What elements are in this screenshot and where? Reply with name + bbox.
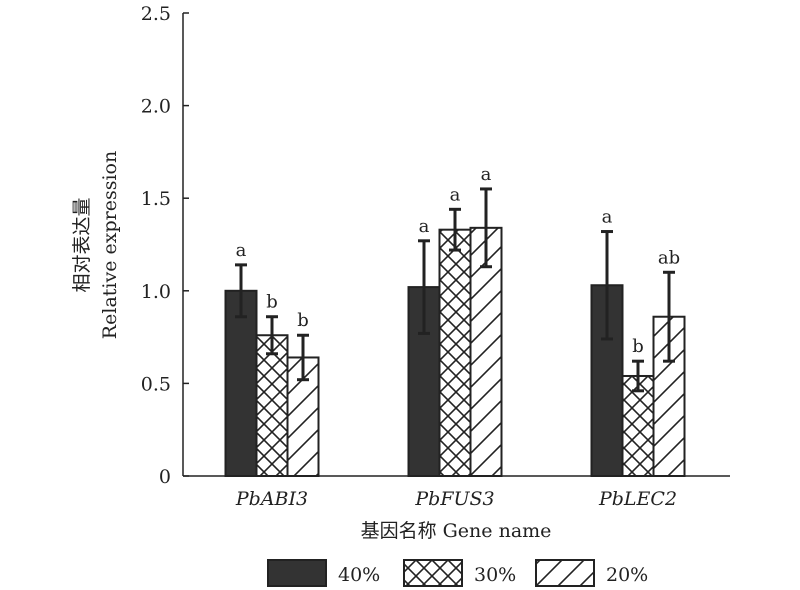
significance-letter: b — [266, 292, 278, 313]
y-tick-label: 0 — [159, 466, 171, 488]
bars — [224, 226, 686, 478]
bar — [469, 226, 503, 477]
significance-letter: a — [419, 216, 430, 237]
y-axis: 0 0.5 1.0 1.5 2.0 2.5 — [141, 3, 189, 488]
category-label: PbLEC2 — [598, 488, 677, 510]
x-axis-title: 基因名称 Gene name — [361, 520, 552, 542]
significance-letter: a — [602, 207, 613, 228]
y-tick-label: 1.0 — [141, 281, 171, 303]
category-label: PbFUS3 — [414, 488, 494, 510]
legend-label: 40% — [338, 564, 380, 586]
y-tick-label: 2.0 — [141, 96, 171, 118]
legend-label: 20% — [606, 564, 648, 586]
legend-swatch — [267, 559, 327, 587]
bar — [255, 334, 289, 477]
significance-letter: b — [632, 336, 644, 357]
bar — [438, 228, 472, 477]
category-label: PbABI3 — [235, 488, 308, 510]
y-axis-title-cn: 相对表达量 — [71, 197, 93, 292]
category-labels: PbABI3 PbFUS3 PbLEC2 — [235, 488, 677, 510]
y-tick-label: 1.5 — [141, 188, 171, 210]
legend-swatch — [403, 559, 463, 587]
legend: 40% 30% 20% — [267, 559, 648, 587]
legend-swatch — [535, 559, 595, 587]
y-axis-title: 相对表达量 Relative expression — [71, 151, 121, 339]
significance-letter: a — [450, 184, 461, 205]
bar — [224, 289, 258, 477]
legend-label: 30% — [474, 564, 516, 586]
significance-letter: b — [297, 310, 309, 331]
error-bars — [235, 187, 675, 393]
y-tick-label: 2.5 — [141, 3, 171, 25]
y-tick-label: 0.5 — [141, 373, 171, 395]
significance-letter: a — [481, 164, 492, 185]
y-axis-title-en: Relative expression — [99, 151, 121, 339]
significance-letter: ab — [658, 247, 680, 268]
significance-letter: a — [236, 240, 247, 261]
